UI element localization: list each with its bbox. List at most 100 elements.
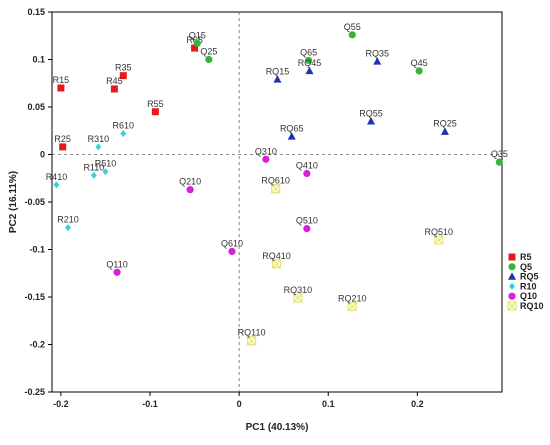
- legend-label: RQ10: [520, 301, 544, 311]
- point-label-r35: R35: [115, 63, 132, 73]
- point-label-r210: R210: [57, 215, 79, 225]
- point-label-q410: Q410: [296, 161, 318, 171]
- data-point-rq510: [433, 235, 444, 245]
- legend-item-rq5: RQ5: [508, 272, 539, 282]
- series-r10: R110 R210 R310 R410 R510 R610: [46, 121, 134, 232]
- data-point-q110: [113, 268, 121, 276]
- data-point-r65: [191, 44, 199, 52]
- y-tick-label: 0.15: [27, 7, 45, 17]
- legend-label: R5: [520, 252, 532, 262]
- legend-item-q5: Q5: [508, 262, 532, 272]
- point-label-r65: R65: [186, 35, 203, 45]
- point-label-rq25: RQ25: [433, 119, 457, 129]
- data-point-rq15: [273, 75, 282, 83]
- point-label-rq55: RQ55: [359, 108, 383, 118]
- data-point-q25: [205, 55, 213, 64]
- data-point-q45: [415, 67, 423, 75]
- legend-marker: [508, 253, 516, 261]
- point-label-q210: Q210: [179, 177, 201, 187]
- plot-area: [51, 11, 503, 393]
- data-point-r410: [53, 181, 60, 189]
- point-label-q65: Q65: [300, 47, 317, 57]
- legend-item-r5: R5: [508, 252, 532, 262]
- marker-cross: [271, 259, 282, 269]
- series-rq5: RQ15 RQ25 RQ35 RQ45 RQ55 RQ65: [266, 48, 457, 140]
- series-r5: R15 R25 R35 R45 R55 R65: [53, 35, 203, 151]
- data-point-q510: [303, 225, 311, 233]
- data-point-q35: [495, 158, 503, 166]
- y-tick-label: 0: [40, 150, 45, 160]
- point-label-rq210: RQ210: [338, 294, 367, 304]
- point-label-rq35: RQ35: [365, 48, 389, 58]
- legend-item-q10: Q10: [508, 291, 537, 301]
- data-point-q610: [228, 247, 236, 255]
- point-label-rq310: RQ310: [284, 285, 313, 295]
- point-label-q510: Q510: [296, 216, 318, 226]
- legend-label: R10: [520, 281, 537, 291]
- data-point-rq610: [270, 184, 281, 194]
- series-q10: Q110 Q210 Q310 Q410 Q510 Q610: [106, 146, 318, 276]
- data-point-q310: [262, 155, 270, 163]
- point-label-q610: Q610: [221, 238, 243, 248]
- data-point-r15: [57, 84, 65, 92]
- point-label-r15: R15: [53, 75, 70, 85]
- point-label-r510: R510: [95, 159, 117, 169]
- data-point-rq65: [287, 132, 296, 140]
- y-tick-label: -0.2: [29, 340, 45, 350]
- point-label-q310: Q310: [255, 146, 277, 156]
- series-q5: Q15 Q25 Q35 Q45 Q55 Q65: [189, 22, 508, 166]
- point-label-rq410: RQ410: [262, 251, 291, 261]
- data-point-rq410: [271, 259, 282, 269]
- point-label-rq15: RQ15: [266, 66, 290, 76]
- data-point-q15: [193, 39, 201, 47]
- point-label-r45: R45: [106, 76, 123, 86]
- series-rq10: RQ110 RQ210 RQ310 RQ410 RQ510 RQ610: [238, 176, 453, 346]
- data-point-q410: [303, 169, 311, 178]
- y-tick-label: -0.1: [29, 245, 45, 255]
- legend-item-rq10: RQ10: [506, 301, 544, 311]
- data-point-r110: [90, 171, 97, 179]
- data-point-q210: [186, 186, 194, 194]
- legend-label: RQ5: [520, 272, 539, 282]
- data-point-r310: [95, 143, 102, 151]
- point-label-rq110: RQ110: [238, 328, 266, 338]
- marker-cross: [246, 336, 257, 346]
- legend-marker: [508, 263, 516, 271]
- data-points: R15R25R35R45R55R65Q15Q25Q35Q45Q55Q65RQ15…: [46, 22, 508, 346]
- x-tick-label: 0.1: [322, 399, 335, 409]
- data-point-q65: [305, 56, 313, 65]
- point-label-q35: Q35: [491, 149, 508, 159]
- data-point-q55: [348, 31, 356, 39]
- point-label-rq45: RQ45: [298, 58, 322, 68]
- legend-label: Q10: [520, 291, 537, 301]
- legend-marker: [508, 272, 516, 280]
- y-tick-label: 0.1: [32, 55, 45, 65]
- marker-cross: [347, 302, 358, 311]
- point-label-r55: R55: [147, 99, 164, 109]
- marker-cross: [506, 301, 518, 311]
- legend-marker: [509, 282, 515, 290]
- data-point-r35: [119, 72, 127, 80]
- legend-label: Q5: [520, 262, 532, 272]
- point-label-r25: R25: [54, 134, 71, 144]
- legend-item-r10: R10: [509, 281, 537, 291]
- data-point-rq25: [440, 127, 449, 135]
- point-label-rq610: RQ610: [261, 176, 290, 186]
- data-point-r55: [151, 108, 159, 116]
- x-tick-label: 0.2: [411, 399, 424, 409]
- point-label-r310: R310: [88, 134, 110, 144]
- point-label-q110: Q110: [106, 259, 127, 269]
- y-tick-label: -0.05: [24, 197, 45, 207]
- point-label-q55: Q55: [344, 22, 361, 32]
- point-label-r610: R610: [113, 121, 135, 131]
- x-tick-label: -0.2: [53, 399, 69, 409]
- y-axis-label: PC2 (16.11%): [8, 171, 19, 233]
- x-axis-label: PC1 (40.13%): [246, 422, 309, 433]
- marker-cross: [270, 184, 281, 194]
- data-point-rq210: [347, 302, 358, 311]
- point-label-q45: Q45: [411, 58, 428, 68]
- marker-cross: [292, 293, 304, 303]
- point-label-rq510: RQ510: [424, 227, 453, 237]
- point-label-rq65: RQ65: [280, 123, 304, 133]
